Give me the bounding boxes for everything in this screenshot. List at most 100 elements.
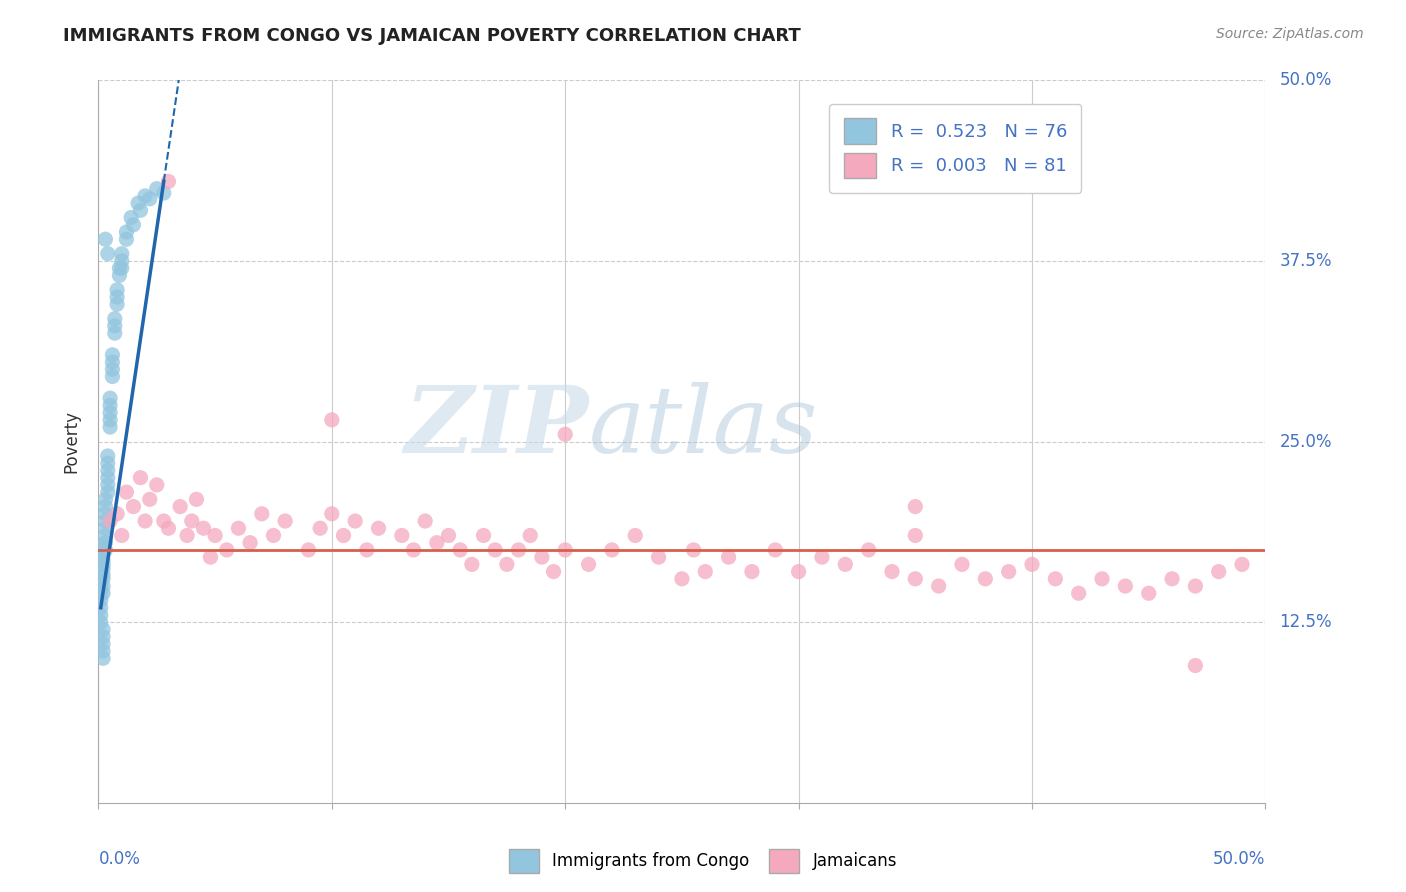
Point <box>1114 579 1136 593</box>
Point <box>1230 558 1253 572</box>
Point <box>101 348 124 362</box>
Point <box>108 268 131 283</box>
Point <box>180 514 202 528</box>
Point <box>186 492 208 507</box>
Point <box>554 542 576 557</box>
Point <box>94 492 117 507</box>
Point <box>97 463 120 477</box>
Point <box>413 514 436 528</box>
Point <box>193 521 215 535</box>
Y-axis label: Poverty: Poverty <box>62 410 80 473</box>
Point <box>624 528 647 542</box>
Point <box>94 535 117 549</box>
Point <box>332 528 354 542</box>
Point <box>98 398 121 412</box>
Point <box>1137 586 1160 600</box>
Point <box>741 565 763 579</box>
Point <box>91 651 114 665</box>
Point <box>94 500 117 514</box>
Point <box>115 485 138 500</box>
Point <box>97 449 120 463</box>
Point <box>91 562 114 576</box>
Point <box>297 542 319 557</box>
Point <box>904 500 927 514</box>
Point <box>115 232 138 246</box>
Point <box>101 355 124 369</box>
Point <box>472 528 495 542</box>
Point <box>321 507 343 521</box>
Point <box>176 528 198 542</box>
Point <box>344 514 367 528</box>
Point <box>134 189 156 203</box>
Point <box>129 203 152 218</box>
Point <box>111 528 134 542</box>
Point <box>122 218 145 232</box>
Point <box>578 558 600 572</box>
Point <box>94 528 117 542</box>
Point <box>101 369 124 384</box>
Legend: R =  0.523   N = 76, R =  0.003   N = 81: R = 0.523 N = 76, R = 0.003 N = 81 <box>830 103 1081 193</box>
Point <box>90 579 112 593</box>
Point <box>671 572 693 586</box>
Point <box>1067 586 1090 600</box>
Point <box>974 572 997 586</box>
Point <box>94 232 117 246</box>
Point <box>127 196 149 211</box>
Point <box>91 539 114 553</box>
Point <box>97 246 120 260</box>
Point <box>356 542 378 557</box>
Point <box>461 558 484 572</box>
Point <box>105 283 128 297</box>
Point <box>309 521 332 535</box>
Text: 50.0%: 50.0% <box>1213 850 1265 868</box>
Point <box>105 297 128 311</box>
Legend: Immigrants from Congo, Jamaicans: Immigrants from Congo, Jamaicans <box>502 842 904 880</box>
Point <box>250 507 273 521</box>
Point <box>97 478 120 492</box>
Point <box>104 318 127 333</box>
Point <box>98 391 121 405</box>
Point <box>129 470 152 484</box>
Point <box>146 478 169 492</box>
Point <box>90 553 112 567</box>
Point <box>94 521 117 535</box>
Point <box>115 225 138 239</box>
Point <box>97 470 120 484</box>
Point <box>367 521 389 535</box>
Point <box>695 565 717 579</box>
Point <box>904 572 927 586</box>
Point <box>834 558 856 572</box>
Point <box>787 565 810 579</box>
Point <box>94 542 117 557</box>
Point <box>152 514 174 528</box>
Point <box>1091 572 1114 586</box>
Point <box>228 521 250 535</box>
Point <box>91 567 114 582</box>
Point <box>1208 565 1230 579</box>
Text: 37.5%: 37.5% <box>1279 252 1331 270</box>
Point <box>950 558 973 572</box>
Point <box>122 500 145 514</box>
Point <box>928 579 950 593</box>
Point <box>391 528 413 542</box>
Text: ZIP: ZIP <box>405 382 589 472</box>
Text: Source: ZipAtlas.com: Source: ZipAtlas.com <box>1216 27 1364 41</box>
Point <box>508 542 530 557</box>
Point <box>90 600 112 615</box>
Point <box>215 542 238 557</box>
Point <box>91 572 114 586</box>
Point <box>402 542 425 557</box>
Point <box>204 528 226 542</box>
Point <box>274 514 297 528</box>
Point <box>98 514 121 528</box>
Point <box>94 514 117 528</box>
Point <box>111 253 134 268</box>
Point <box>90 607 112 622</box>
Point <box>1021 558 1043 572</box>
Point <box>997 565 1019 579</box>
Point <box>98 420 121 434</box>
Point <box>91 542 114 557</box>
Point <box>146 182 169 196</box>
Point <box>105 507 128 521</box>
Point <box>554 427 576 442</box>
